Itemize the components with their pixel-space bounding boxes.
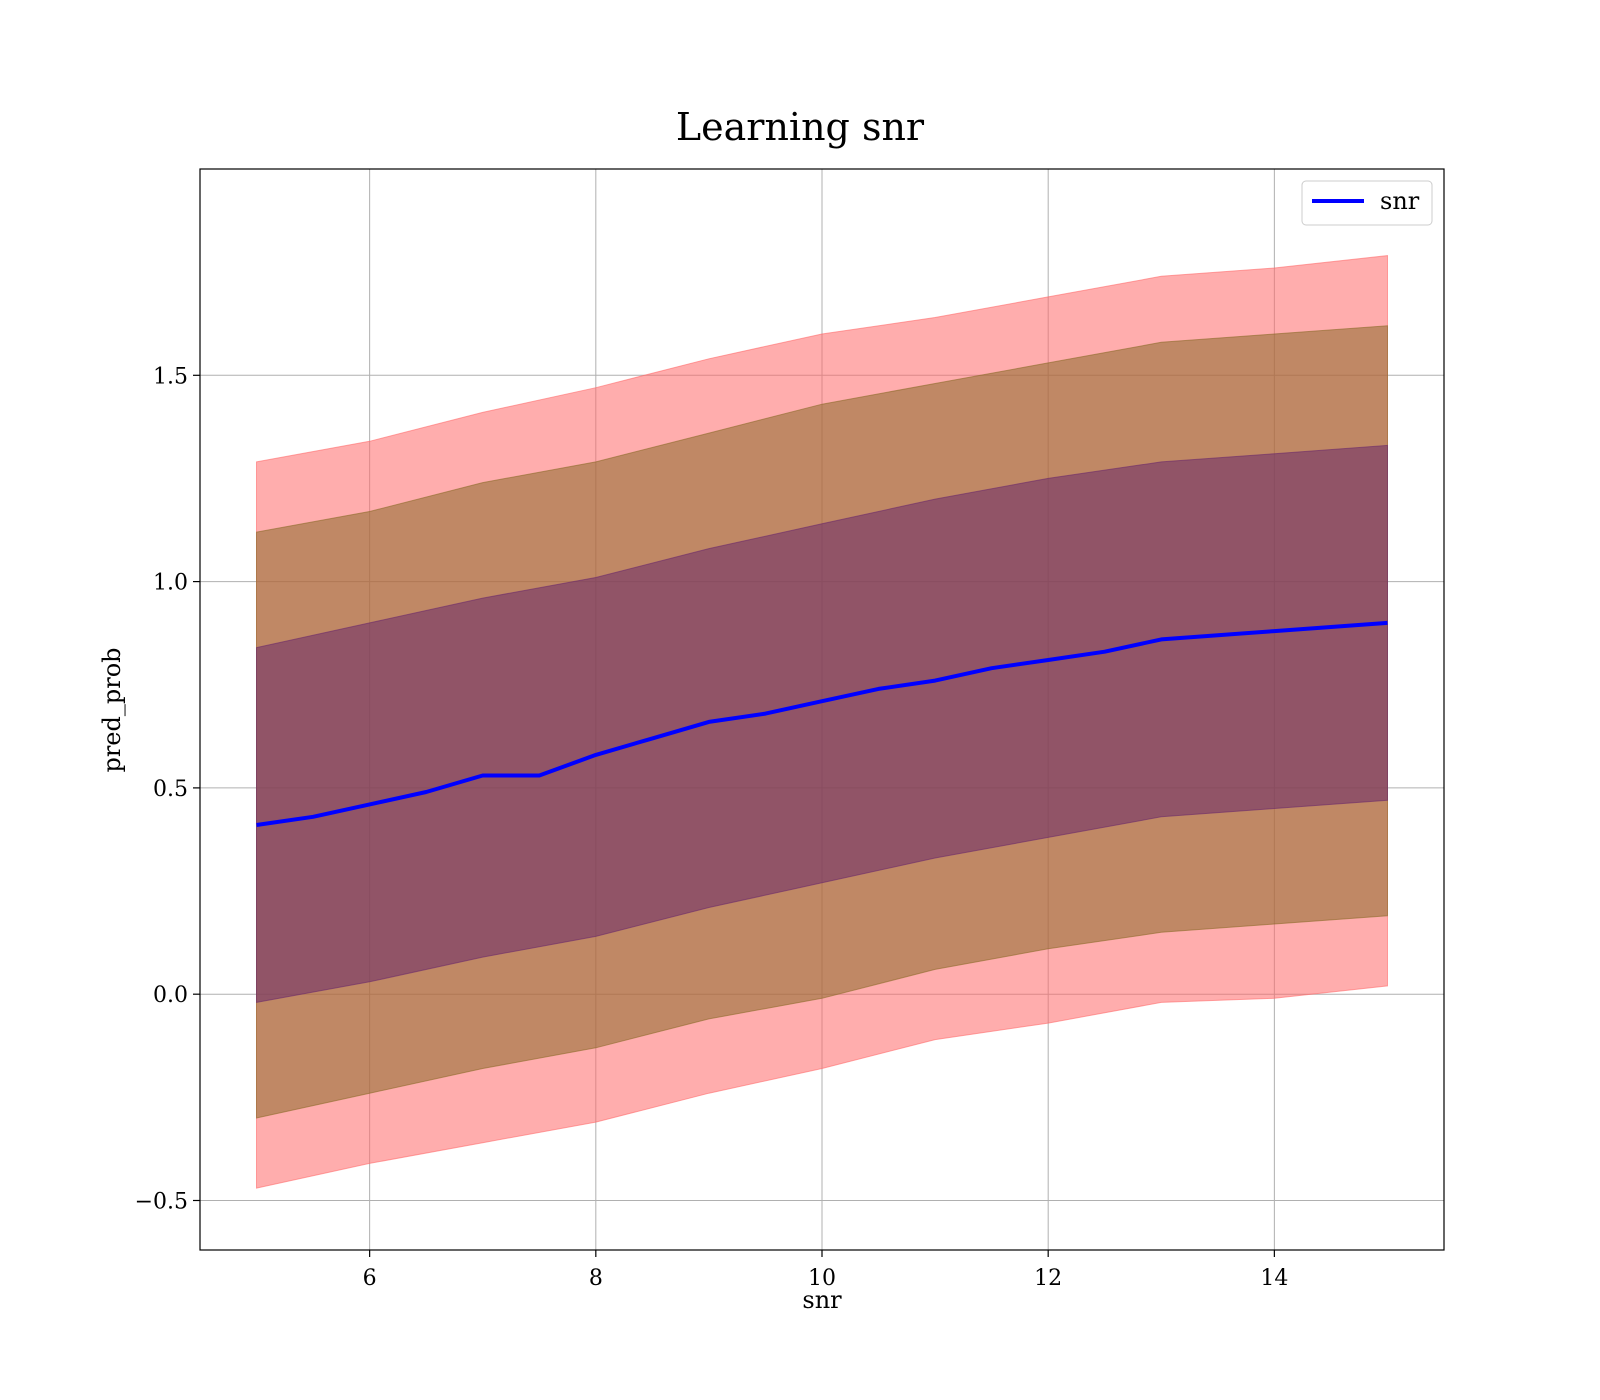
x-tick-label-3: 12: [1034, 1266, 1062, 1291]
y-tick-label-0: −0.5: [135, 1189, 188, 1214]
x-tick-label-2: 10: [808, 1266, 836, 1291]
bands: [256, 255, 1388, 1189]
series: [256, 620, 1388, 827]
x-axis-label: snr: [802, 1286, 842, 1314]
y-axis-label: pred_prob: [98, 647, 126, 772]
x-tick-label-1: 8: [589, 1266, 603, 1291]
chart-title: Learning snr: [676, 105, 925, 149]
y-tick-label-1: 0.0: [153, 983, 188, 1008]
x-tick-label-4: 14: [1260, 1266, 1288, 1291]
series-line-0: [256, 620, 1388, 827]
band-2: [256, 444, 1388, 1003]
legend-box: [1301, 180, 1433, 226]
x-tick-label-0: 6: [363, 1266, 377, 1291]
x-ticks: 6 8 10 12 14: [363, 1250, 1288, 1291]
legend-label-snr: snr: [1380, 187, 1420, 215]
y-tick-label-2: 0.5: [153, 777, 188, 802]
y-tick-label-3: 1.0: [153, 571, 188, 596]
legend: snr: [1301, 180, 1433, 226]
y-ticks: −0.5 0.0 0.5 1.0 1.5: [135, 364, 200, 1214]
y-tick-label-4: 1.5: [153, 364, 188, 389]
